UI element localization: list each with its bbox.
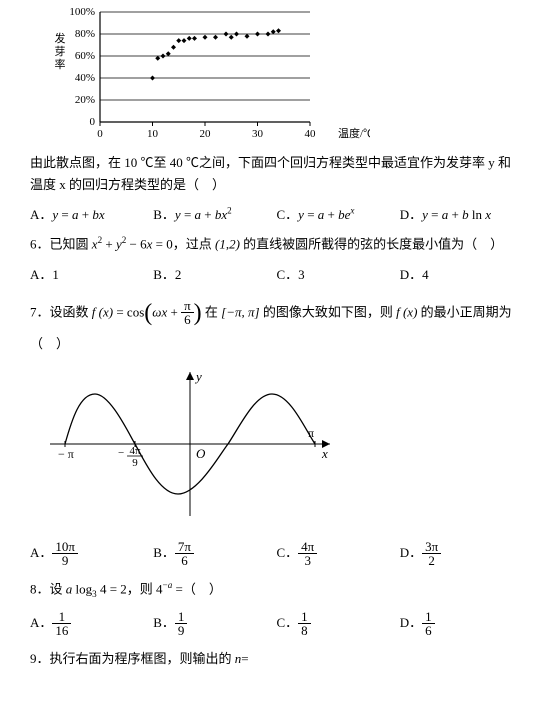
svg-text:x: x: [321, 446, 328, 461]
q8-choices: A．116 B．19 C．18 D．16: [30, 610, 523, 638]
svg-text:0: 0: [90, 116, 96, 128]
svg-text:芽: 芽: [55, 44, 66, 58]
q8-text: 8．设 a log3 4 = 2，则 4−a =（ ）: [30, 578, 523, 602]
svg-text:y: y: [194, 369, 202, 384]
choice-d: D．16: [400, 610, 523, 638]
svg-text:10: 10: [147, 128, 159, 140]
choice-d: D．4: [400, 264, 523, 283]
choice-a: A．1: [30, 264, 153, 283]
svg-text:60%: 60%: [75, 50, 95, 62]
choice-c: C．4π3: [277, 540, 400, 568]
svg-text:率: 率: [55, 57, 66, 71]
choice-b: B．y = a + bx2: [153, 204, 276, 223]
choice-d: D．y = a + b ln x: [400, 204, 523, 223]
q7-text: 7．设函数 f (x) = cos(ωx + π6) 在 [−π, π] 的图像…: [30, 293, 523, 356]
svg-text:O: O: [196, 446, 206, 461]
svg-text:40%: 40%: [75, 72, 95, 84]
svg-text:20: 20: [200, 128, 212, 140]
choice-a: A．116: [30, 610, 153, 638]
svg-text:80%: 80%: [75, 28, 95, 40]
svg-text:−: −: [118, 447, 124, 459]
svg-text:4π: 4π: [129, 445, 141, 457]
svg-text:30: 30: [252, 128, 264, 140]
svg-text:20%: 20%: [75, 94, 95, 106]
svg-text:π: π: [308, 426, 314, 440]
choice-a: A．y = a + bx: [30, 204, 153, 223]
svg-text:100%: 100%: [69, 6, 95, 18]
svg-text:温度/℃: 温度/℃: [338, 126, 370, 140]
svg-text:40: 40: [305, 128, 317, 140]
choice-c: C．3: [277, 264, 400, 283]
q5-choices: A．y = a + bx B．y = a + bx2 C．y = a + bex…: [30, 204, 523, 223]
choice-b: B．7π6: [153, 540, 276, 568]
svg-text:发: 发: [55, 31, 66, 45]
intro-paragraph: 由此散点图，在 10 ℃至 40 ℃之间，下面四个回归方程类型中最适宜作为发芽率…: [30, 152, 523, 196]
choice-a: A．10π9: [30, 540, 153, 568]
periodic-function-chart: y x − π − 4π 9 O π: [40, 364, 523, 528]
svg-text:− π: − π: [58, 447, 74, 461]
y-axis-label: 发 芽 率: [55, 31, 66, 71]
scatter-points: [150, 28, 281, 80]
choice-d: D．3π2: [400, 540, 523, 568]
choice-c: C．18: [277, 610, 400, 638]
q9-text: 9．执行右面为程序框图，则输出的 n=: [30, 648, 523, 670]
q6-text: 6．已知圆 x2 + y2 − 6x = 0，过点 (1,2) 的直线被圆所截得…: [30, 233, 523, 255]
choice-c: C．y = a + bex: [277, 204, 400, 223]
q6-choices: A．1 B．2 C．3 D．4: [30, 264, 523, 283]
svg-text:9: 9: [132, 457, 138, 469]
choice-b: B．2: [153, 264, 276, 283]
q7-choices: A．10π9 B．7π6 C．4π3 D．3π2: [30, 540, 523, 568]
svg-text:0: 0: [97, 128, 103, 140]
choice-b: B．19: [153, 610, 276, 638]
germination-scatter-chart: 发 芽 率 0 20% 40% 60% 80% 100% 0 10 20 30 …: [50, 2, 523, 144]
